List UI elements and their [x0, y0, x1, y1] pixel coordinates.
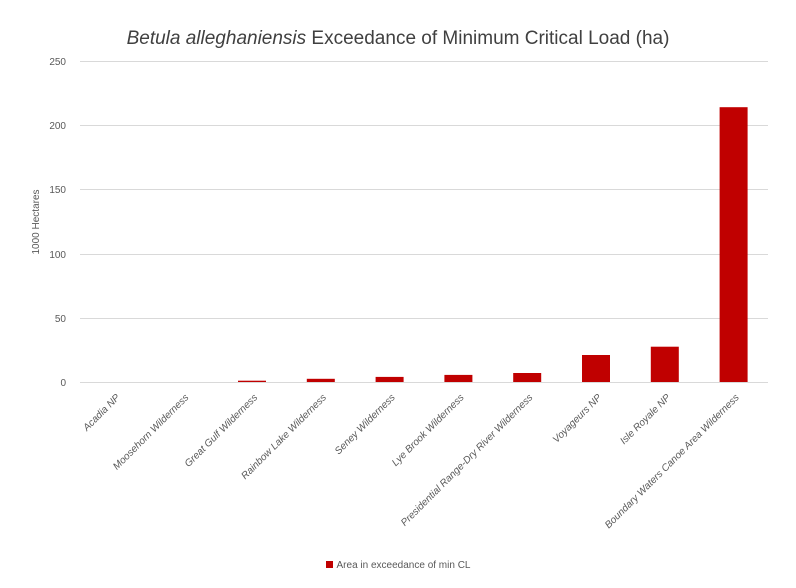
bar [513, 373, 542, 382]
legend: Area in exceedance of min CL [0, 560, 796, 571]
bar [238, 380, 266, 382]
y-tick-label: 250 [49, 57, 66, 68]
bar [444, 374, 473, 382]
legend-label: Area in exceedance of min CL [336, 560, 471, 571]
x-tick-label: Moosehorn Wilderness [111, 392, 191, 472]
y-tick-label: 0 [60, 378, 66, 389]
x-tick-label: Seney Wilderness [333, 392, 398, 457]
y-axis-ticks: 0 50 100 150 200 250 [49, 57, 66, 389]
y-tick-label: 100 [49, 250, 66, 261]
x-tick-label: Acadia NP [81, 392, 123, 434]
y-tick-label: 200 [49, 121, 66, 132]
x-tick-label: Isle Royale NP [618, 392, 673, 447]
x-tick-label: Voyageurs NP [551, 392, 604, 445]
chart-title: Betula alleghaniensis Exceedance of Mini… [0, 28, 796, 50]
bar [306, 378, 335, 382]
legend-swatch [325, 561, 333, 568]
gridlines [80, 61, 768, 383]
x-tick-label: Lye Brook Wilderness [390, 392, 466, 468]
bar [582, 355, 610, 382]
bar [650, 346, 679, 382]
bars [238, 107, 748, 382]
bar [719, 107, 748, 382]
y-tick-label: 50 [55, 314, 67, 325]
y-tick-label: 150 [49, 185, 66, 196]
chart-title-species: Betula alleghaniensis [126, 28, 307, 49]
x-tick-label: Boundary Waters Canoe Area Wilderness [603, 392, 742, 531]
x-tick-label: Presidential Range-Dry River Wilderness [399, 392, 535, 528]
chart-title-text: Exceedance of Minimum Critical Load (ha) [306, 28, 670, 49]
x-tick-label: Great Gulf Wilderness [183, 392, 260, 469]
y-axis-label: 1000 Hectares [31, 189, 42, 254]
bar [375, 376, 404, 382]
